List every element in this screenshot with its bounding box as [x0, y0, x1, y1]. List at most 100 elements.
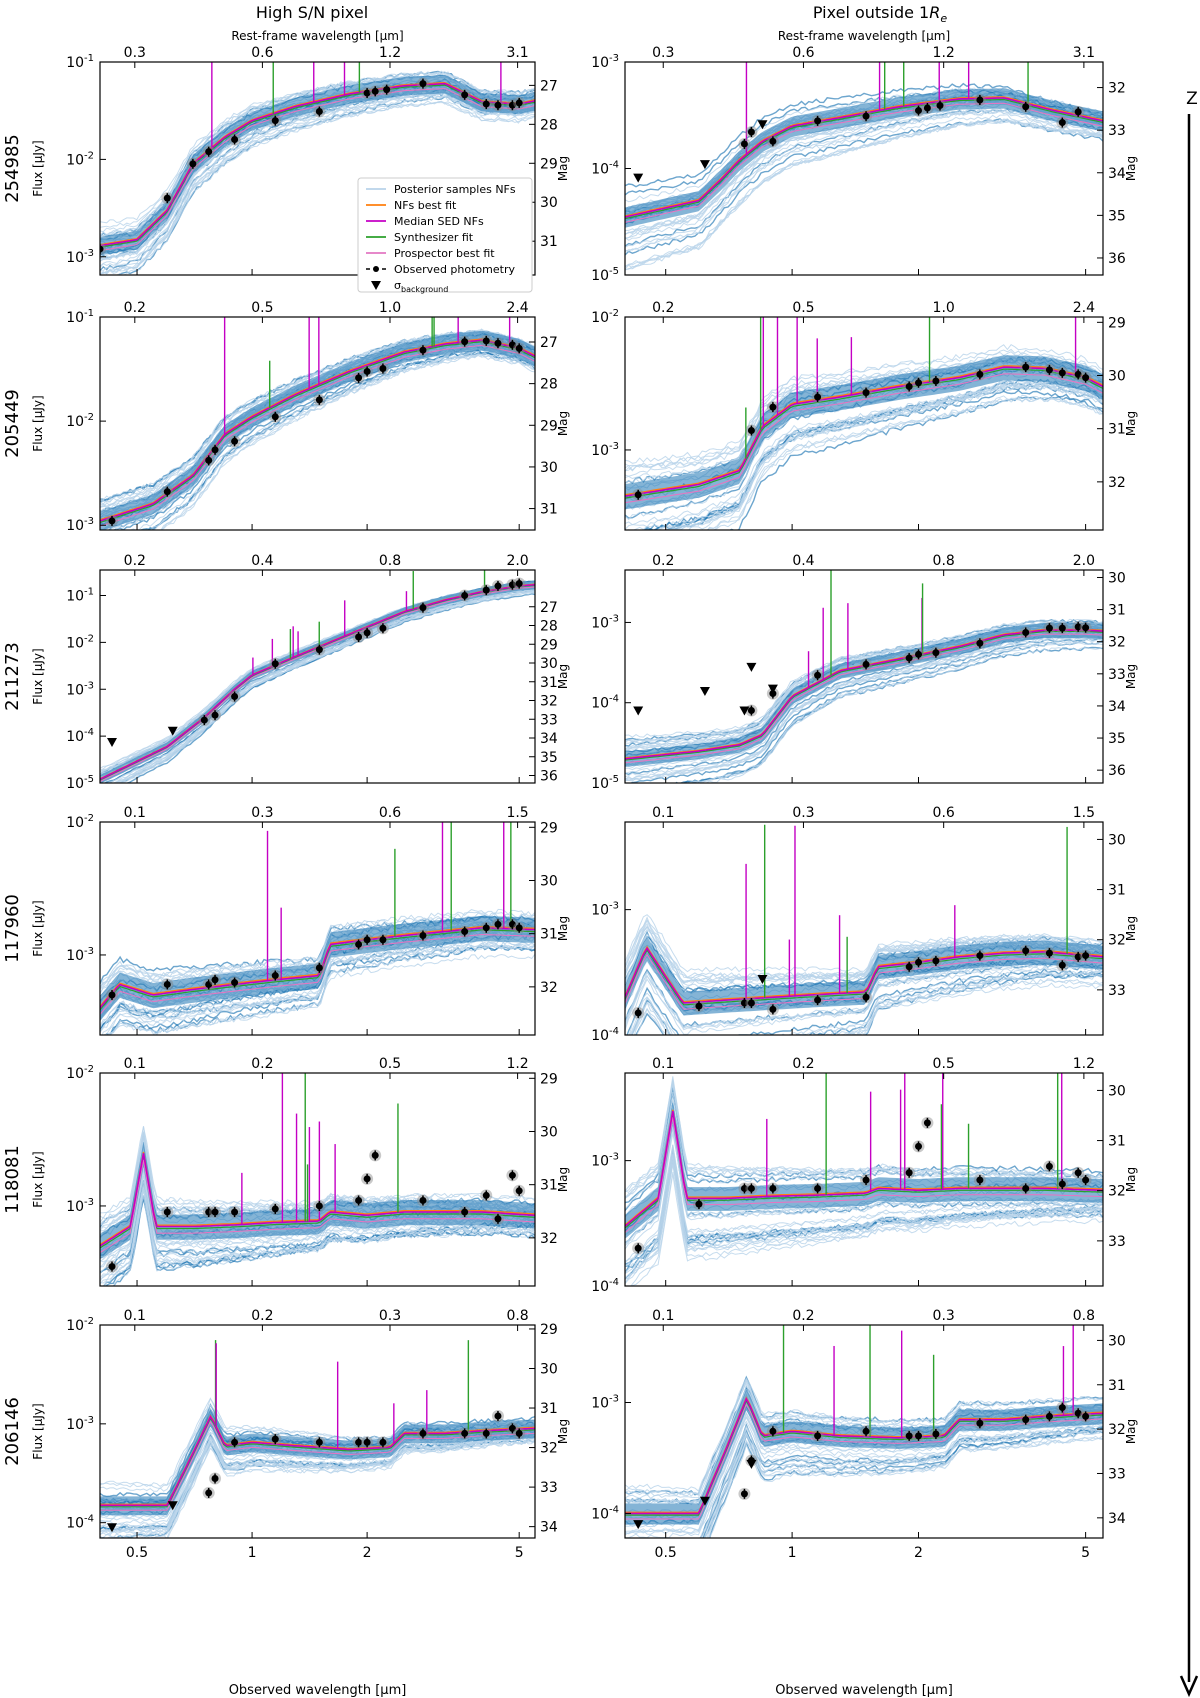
prospector-best-fit-line: [625, 633, 1103, 764]
observed-photometry-point: [1045, 1162, 1053, 1170]
top-tick-label: 0.1: [124, 1056, 146, 1072]
prospector-best-fit-line: [100, 344, 535, 527]
mag-tick-label: 30: [540, 1361, 558, 1377]
sed-panel-211273-high-sn: 0.2 0.4 0.8 2.0 10-5 10-4 10-3 10-2 10-1 27 28 29 30…: [2, 553, 570, 792]
panel-frame: [624, 316, 1104, 531]
observed-photometry-point: [695, 1002, 703, 1010]
observed-photometry-point: [769, 137, 777, 145]
observed-photometry-point: [231, 136, 239, 144]
mag-axis-label: Mag: [556, 664, 570, 689]
prospector-best-fit-line: [100, 586, 535, 783]
observed-photometry-point: [211, 711, 219, 719]
prospector-best-fit-line: [100, 1159, 535, 1254]
y-tick-label: 10-2: [66, 1064, 94, 1082]
galaxy-id-label: 206146: [2, 1397, 23, 1466]
observed-photometry-point: [100, 245, 104, 253]
posterior-sample-curve: [625, 381, 1103, 526]
observed-photometry-point: [915, 958, 923, 966]
plot-area: [625, 317, 1103, 530]
top-tick-label: 3.1: [1073, 45, 1095, 61]
observed-photometry-point: [482, 337, 490, 345]
posterior-sample-curve: [625, 1080, 1103, 1194]
observed-photometry-point: [355, 940, 363, 948]
mag-tick-label: 30: [1108, 1333, 1126, 1349]
sed-panel-254985-outside-re: 0.3 0.6 1.2 3.1 Rest-frame wavelength [μm] 10…: [591, 29, 1138, 284]
plot-area: [100, 822, 535, 1035]
y-tick-label: 10-4: [591, 694, 619, 712]
mag-tick-label: 30: [540, 460, 558, 476]
top-tick-label: 0.5: [933, 1056, 955, 1072]
observed-photometry-point: [163, 488, 171, 496]
background-upper-limit: [633, 173, 644, 183]
observed-photometry-point: [905, 383, 913, 391]
plot-area: [625, 1073, 1103, 1286]
observed-photometry-point: [189, 160, 197, 168]
posterior-sample-curve: [159, 353, 535, 530]
top-tick-label: 2.4: [1073, 300, 1095, 316]
posterior-sample-curve: [100, 1185, 535, 1280]
top-tick-label: 0.4: [792, 553, 814, 569]
observed-photometry-point: [211, 1474, 219, 1482]
observed-photometry-point: [814, 393, 822, 401]
observed-photometry-point: [205, 148, 213, 156]
posterior-sample-curve: [625, 636, 1103, 782]
observed-photometry-point: [769, 1427, 777, 1435]
top-tick-label: 1.2: [933, 45, 955, 61]
observed-photometry-point: [976, 96, 984, 104]
posterior-sample-curve: [100, 330, 535, 502]
y-tick-label: 10-4: [66, 727, 94, 745]
top-tick-label: 1.5: [506, 805, 528, 821]
background-upper-limit: [757, 120, 768, 130]
column-title-high-sn: High S/N pixel: [256, 3, 368, 22]
observed-photometry-point: [932, 377, 940, 385]
sed-panel-118081-outside-re: 0.1 0.2 0.5 1.2 10-4 10-3 30 31 32 33 Mag: [591, 1056, 1138, 1295]
mag-tick-label: 33: [540, 712, 558, 728]
redshift-axis-label: Z: [1186, 89, 1198, 109]
top-tick-label: 0.2: [652, 300, 674, 316]
observed-photometry-point: [461, 338, 469, 346]
observed-photometry-point: [363, 1175, 371, 1183]
posterior-sample-curve: [630, 1171, 1103, 1286]
mag-tick-label: 31: [540, 927, 558, 943]
observed-photometry-point: [1058, 119, 1066, 127]
top-tick-label: 0.8: [379, 553, 401, 569]
mag-tick-label: 33: [1108, 1234, 1126, 1250]
mag-tick-label: 30: [1108, 570, 1126, 586]
observed-photometry-point: [1082, 952, 1090, 960]
top-tick-label: 0.6: [933, 805, 955, 821]
observed-photometry-point: [371, 87, 379, 95]
mag-tick-label: 30: [540, 873, 558, 889]
x-tick-label: 5: [1081, 1545, 1090, 1561]
observed-photometry-point: [1074, 1409, 1082, 1417]
flux-axis-label: Flux [μJy]: [31, 1403, 45, 1459]
sed-panel-206146-high-sn: 0.5 1 2 5 0.1 0.2 0.3 0.8 10-4 10-3 10-2 29 30 31 32 33…: [2, 1308, 570, 1698]
observed-photometry-point: [355, 374, 363, 382]
observed-photometry-point: [515, 1187, 523, 1195]
posterior-sample-curve: [707, 394, 1103, 530]
posterior-sample-curve: [630, 965, 1103, 1035]
posterior-sample-curve: [100, 911, 535, 988]
observed-photometry-point: [419, 1429, 427, 1437]
posterior-sample-curve: [629, 978, 1103, 1035]
y-tick-label: 10-3: [591, 53, 619, 71]
legend-item: Prospector best fit: [366, 247, 495, 260]
observed-photometry-point: [231, 693, 239, 701]
top-axis-label: Rest-frame wavelength [μm]: [231, 29, 403, 43]
observed-photometry-point: [1082, 1412, 1090, 1420]
observed-photometry-point: [747, 427, 755, 435]
mag-tick-label: 27: [540, 335, 558, 351]
observed-photometry-point: [355, 633, 363, 641]
observed-photometry-point: [905, 963, 913, 971]
observed-photometry-point: [211, 446, 219, 454]
legend-item: σbackground: [371, 279, 448, 294]
observed-photometry-point: [315, 1438, 323, 1446]
background-upper-limit: [167, 1501, 178, 1511]
observed-photometry-point: [419, 932, 427, 940]
observed-photometry-point: [634, 1244, 642, 1252]
y-tick-label: 10-3: [591, 613, 619, 631]
posterior-sample-curve: [625, 118, 1103, 268]
observed-photometry-point: [379, 936, 387, 944]
mag-tick-label: 29: [540, 1322, 558, 1338]
legend-label: Median SED NFs: [394, 215, 484, 228]
mag-tick-label: 34: [540, 731, 558, 747]
